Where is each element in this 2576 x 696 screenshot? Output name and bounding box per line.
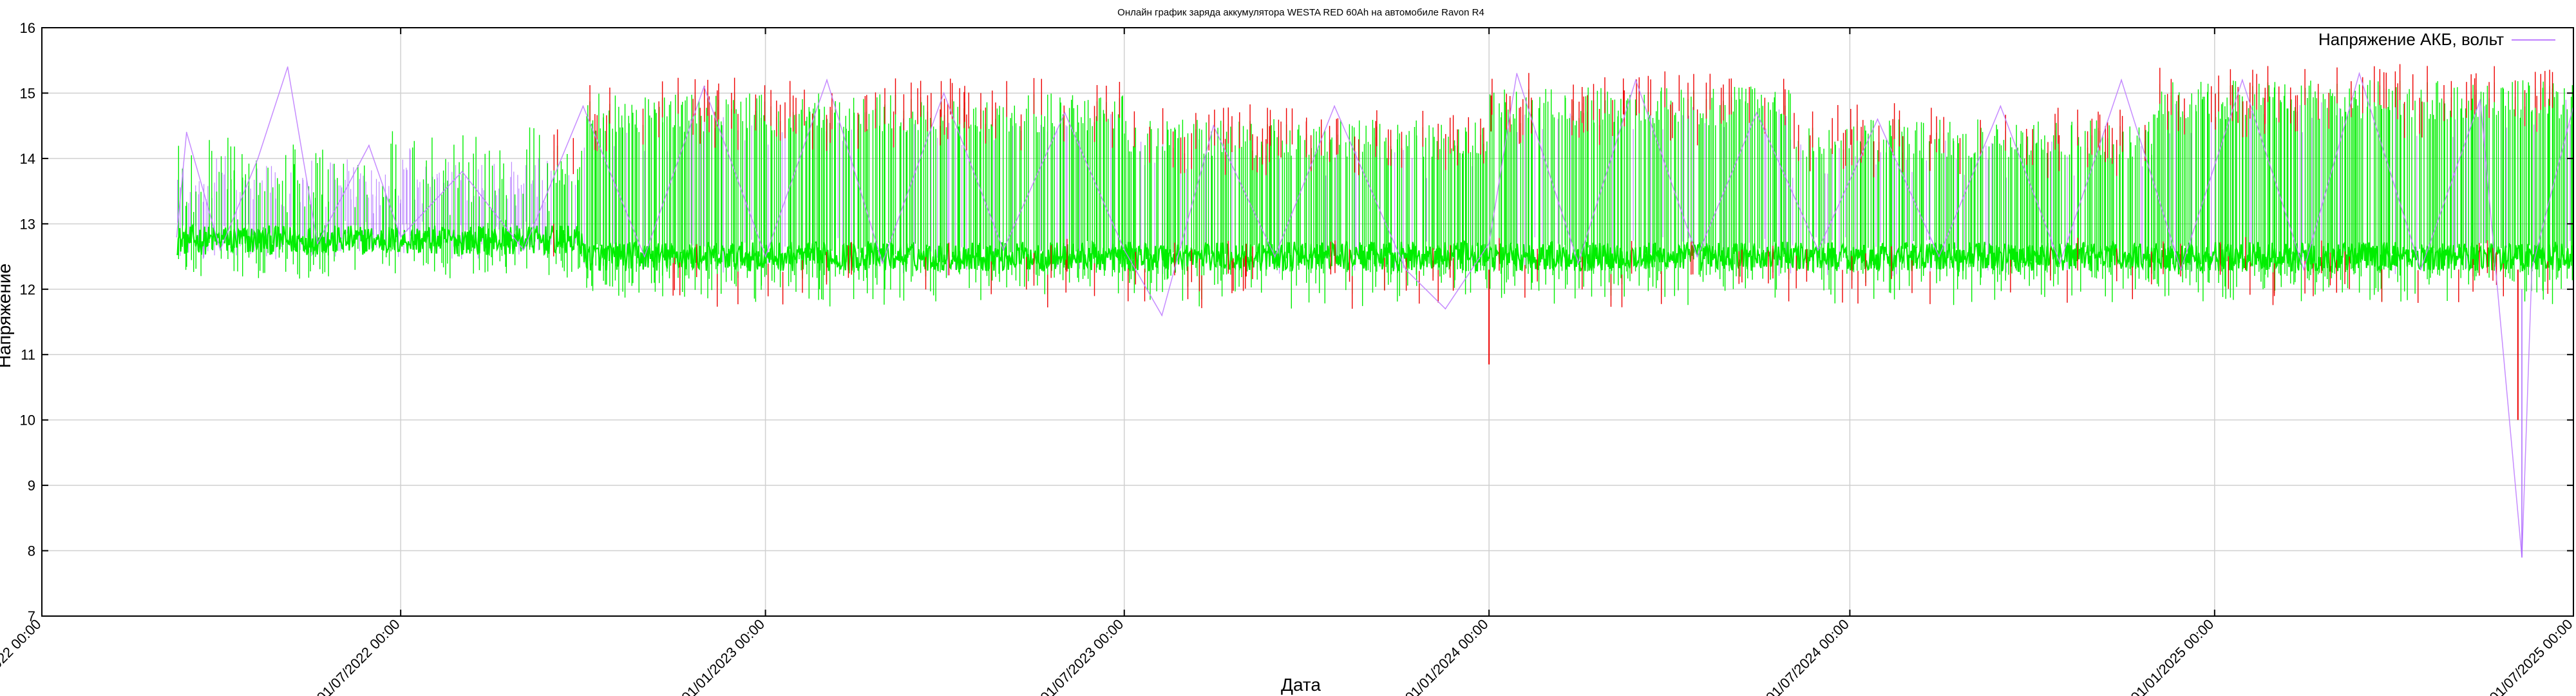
- data-point: [1938, 256, 1940, 257]
- data-point: [826, 79, 828, 81]
- data-point: [2303, 269, 2305, 271]
- data-point: [400, 236, 401, 238]
- data-point: [2420, 269, 2421, 271]
- data-point: [1161, 314, 1162, 316]
- data-point: [2479, 99, 2481, 101]
- data-point: [1124, 249, 1125, 251]
- y-tick-label: 9: [28, 478, 35, 494]
- data-point: [317, 243, 318, 244]
- data-point: [703, 86, 705, 88]
- legend-label: Напряжение АКБ, вольт: [2318, 30, 2504, 49]
- data-point: [1817, 249, 1819, 251]
- legend: Напряжение АКБ, вольт: [2318, 30, 2555, 49]
- data-point: [2242, 79, 2243, 81]
- data-point: [764, 256, 766, 257]
- data-point: [1577, 262, 1579, 264]
- data-point: [2000, 105, 2002, 107]
- y-tick-label: 14: [20, 151, 35, 167]
- data-point: [1003, 249, 1004, 251]
- data-point: [1877, 119, 1879, 120]
- data-point: [220, 249, 221, 251]
- data-point: [1274, 256, 1276, 257]
- data-point: [1696, 256, 1698, 257]
- data-point: [176, 236, 178, 238]
- data-point: [1488, 243, 1490, 244]
- y-tick-label: 12: [20, 282, 35, 298]
- y-tick-label: 10: [20, 412, 35, 429]
- data-point: [2059, 262, 2061, 264]
- data-point: [1334, 105, 1335, 107]
- grid-lines: [42, 28, 2573, 616]
- data-point: [287, 66, 289, 68]
- data-point: [943, 92, 945, 94]
- data-point: [257, 158, 259, 159]
- x-axis-title: Дата: [1281, 675, 1321, 695]
- data-point: [2121, 79, 2122, 81]
- data-point: [644, 256, 645, 257]
- data-point: [368, 144, 370, 146]
- data-point: [2358, 73, 2360, 74]
- chart-title: Онлайн график заряда аккумулятора WESTA …: [1117, 7, 1484, 18]
- data-point: [1213, 125, 1215, 126]
- plot-frame: [41, 27, 2574, 617]
- data-point: [1516, 73, 1518, 74]
- data-point: [1405, 269, 1406, 271]
- data-point: [582, 105, 584, 107]
- data-point: [461, 171, 463, 173]
- y-tick-label: 8: [28, 543, 35, 559]
- y-axis-title: Напряжение: [0, 264, 14, 368]
- y-tick-label: 11: [21, 347, 35, 363]
- data-point: [2521, 556, 2523, 558]
- y-tick-label: 15: [20, 85, 35, 101]
- data-point: [1444, 308, 1446, 310]
- data-point: [523, 249, 524, 251]
- y-tick-label: 16: [20, 20, 35, 36]
- data-point: [882, 262, 883, 264]
- data-point: [1635, 79, 1636, 81]
- voltage-spikes-low: [177, 99, 2571, 276]
- data-point: [1756, 112, 1757, 113]
- voltage-spikes-high: [553, 64, 2553, 309]
- data-point: [2180, 269, 2182, 271]
- data-point: [1064, 112, 1066, 113]
- voltage-spikes-charging: [178, 80, 2573, 309]
- voltage-baseline: [176, 223, 2575, 273]
- y-tick-label: 7: [28, 608, 35, 624]
- data-point: [185, 131, 187, 133]
- voltage-series: [176, 64, 2575, 558]
- data-point: [2531, 269, 2533, 271]
- y-tick-label: 13: [20, 216, 35, 232]
